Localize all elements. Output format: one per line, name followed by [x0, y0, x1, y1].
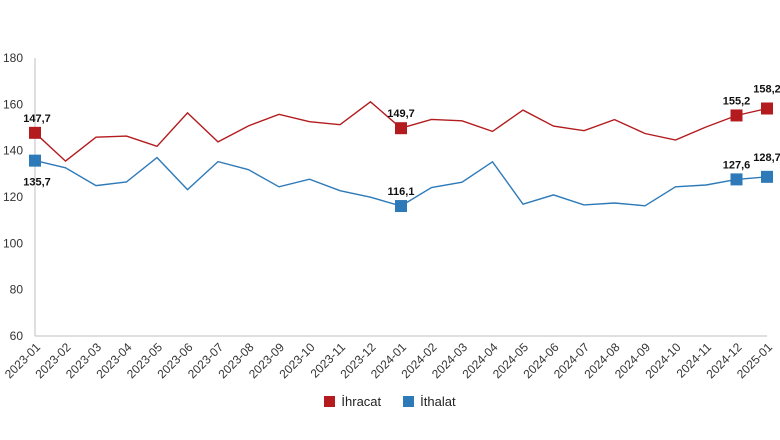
data-point-ihracat — [395, 122, 407, 135]
data-label-ithalat: 116,1 — [388, 186, 415, 198]
legend-swatch-ithalat — [403, 396, 415, 407]
data-label-ithalat: 127,6 — [723, 159, 751, 171]
legend: İhracat İthalat — [0, 394, 780, 409]
data-label-ithalat: 135,7 — [23, 177, 51, 189]
data-label-ihracat: 158,2 — [753, 84, 780, 96]
data-label-ihracat: 147,7 — [23, 113, 51, 125]
data-point-ithalat — [29, 154, 41, 167]
data-label-ithalat: 128,7 — [753, 152, 780, 164]
data-point-ithalat — [761, 170, 773, 183]
y-tick-label: 100 — [3, 236, 23, 250]
data-point-ihracat — [761, 102, 773, 115]
legend-item-ihracat[interactable]: İhracat — [324, 394, 381, 409]
y-tick-label: 140 — [3, 144, 23, 158]
legend-swatch-ihracat — [324, 396, 336, 407]
data-point-ihracat — [29, 126, 41, 139]
data-point-ithalat — [730, 173, 743, 186]
y-tick-label: 80 — [10, 283, 24, 297]
y-tick-label: 60 — [10, 329, 24, 343]
y-tick-label: 180 — [3, 51, 23, 65]
y-tick-label: 120 — [3, 190, 23, 204]
legend-label-ithalat: İthalat — [420, 394, 456, 409]
legend-item-ithalat[interactable]: İthalat — [403, 394, 456, 409]
y-tick-label: 160 — [3, 97, 23, 111]
data-point-ihracat — [730, 109, 743, 122]
series-line-ithalat — [34, 156, 768, 207]
legend-label-ihracat: İhracat — [341, 394, 382, 409]
data-label-ihracat: 149,7 — [387, 108, 415, 120]
data-point-ithalat — [395, 200, 407, 213]
data-label-ihracat: 155,2 — [723, 95, 751, 107]
